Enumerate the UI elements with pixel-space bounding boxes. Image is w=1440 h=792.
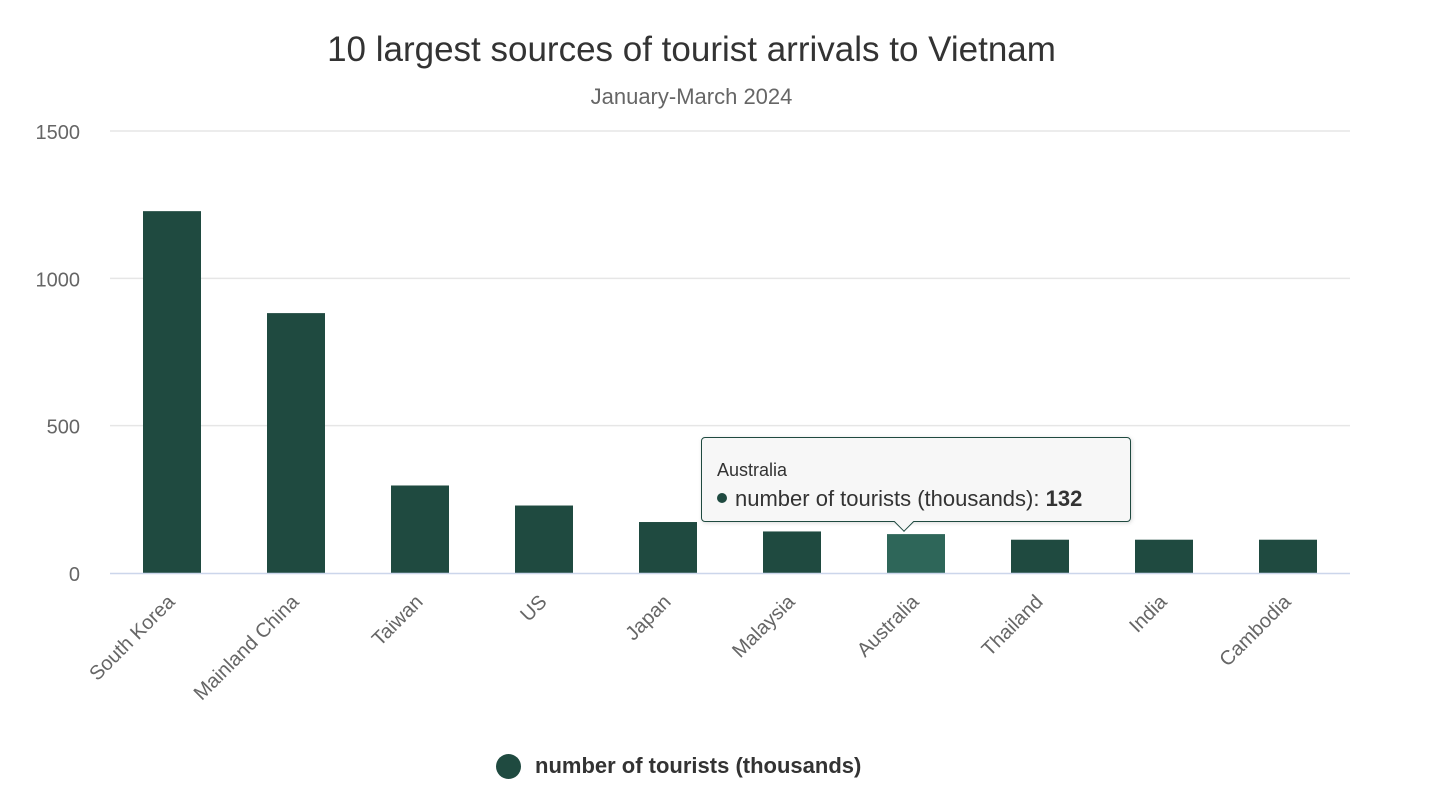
bar[interactable] [763, 531, 821, 573]
x-tick-label: Mainland China [190, 590, 304, 704]
bar[interactable] [1259, 539, 1317, 573]
chart-title: 10 largest sources of tourist arrivals t… [327, 30, 1056, 69]
x-tick-label: India [1125, 590, 1172, 637]
legend-label: number of tourists (thousands) [535, 753, 862, 778]
x-tick-label: South Korea [85, 590, 180, 685]
tooltip-row: number of tourists (thousands): 132 [717, 486, 1082, 512]
bar[interactable] [887, 534, 945, 573]
x-tick-label: US [516, 591, 551, 626]
x-tick-label: Malaysia [728, 590, 800, 662]
tooltip-series-label: number of tourists (thousands): [735, 486, 1046, 511]
bar[interactable] [1135, 539, 1193, 573]
y-tick-label: 1000 [36, 269, 81, 291]
x-tick-label: Australia [853, 590, 924, 661]
legend[interactable]: number of tourists (thousands) [496, 752, 861, 780]
tooltip: Australia number of tourists (thousands)… [701, 437, 1131, 522]
y-tick-label: 0 [69, 564, 80, 586]
bar[interactable] [143, 211, 201, 573]
legend-swatch [496, 753, 521, 779]
x-tick-label: Thailand [978, 591, 1048, 661]
x-tick-label: Cambodia [1216, 590, 1297, 671]
bar[interactable] [1011, 539, 1069, 573]
y-tick-label: 1500 [36, 122, 81, 144]
chart-subtitle: January-March 2024 [590, 84, 793, 109]
bar[interactable] [639, 522, 697, 573]
bar[interactable] [267, 313, 325, 573]
tooltip-series-dot [717, 493, 727, 504]
x-tick-label: Japan [621, 591, 675, 645]
bar[interactable] [391, 485, 449, 573]
x-tick-label: Taiwan [368, 591, 428, 651]
y-tick-label: 500 [47, 417, 80, 439]
tooltip-header: Australia [717, 460, 788, 480]
tooltip-value: 132 [1045, 486, 1083, 511]
bar[interactable] [515, 505, 573, 573]
